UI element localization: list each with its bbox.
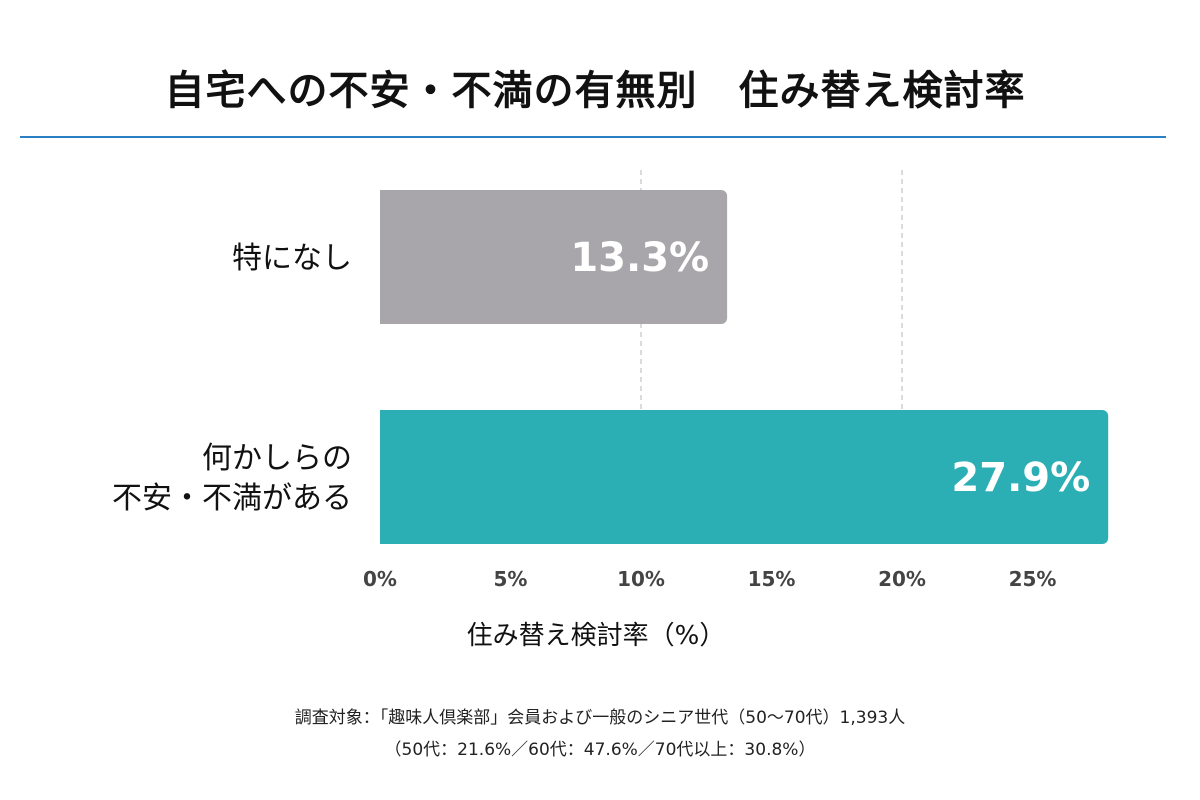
x-tick-label-20: 20%	[878, 567, 926, 591]
x-tick-label-5: 5%	[494, 567, 528, 591]
x-axis-title: 住み替え検討率（%）	[467, 621, 726, 651]
category-label-0-0: 特になし	[232, 241, 352, 276]
bar-edge-0	[380, 190, 388, 324]
title-divider	[20, 136, 1166, 138]
bar-1	[380, 410, 1109, 544]
bar-value-label-1: 27.9%	[951, 455, 1090, 501]
x-tick-label-0: 0%	[363, 567, 397, 591]
page-title: 自宅への不安・不満の有無別 住み替え検討率	[164, 68, 1026, 114]
category-label-1-0: 何かしらの	[202, 441, 352, 476]
x-tick-label-25: 25%	[1009, 567, 1057, 591]
category-label-1-1: 不安・不満がある	[112, 481, 352, 516]
bar-edge-1	[380, 410, 388, 544]
survey-footnote-line2: （50代：21.6%／60代：47.6%／70代以上：30.8%）	[384, 740, 816, 760]
survey-footnote-line1: 調査対象：「趣味人倶楽部」会員および一般のシニア世代（50〜70代）1,393人	[294, 708, 906, 728]
x-tick-label-10: 10%	[617, 567, 665, 591]
bar-value-label-0: 13.3%	[570, 235, 709, 281]
bar-0	[380, 190, 728, 324]
x-tick-label-15: 15%	[748, 567, 796, 591]
